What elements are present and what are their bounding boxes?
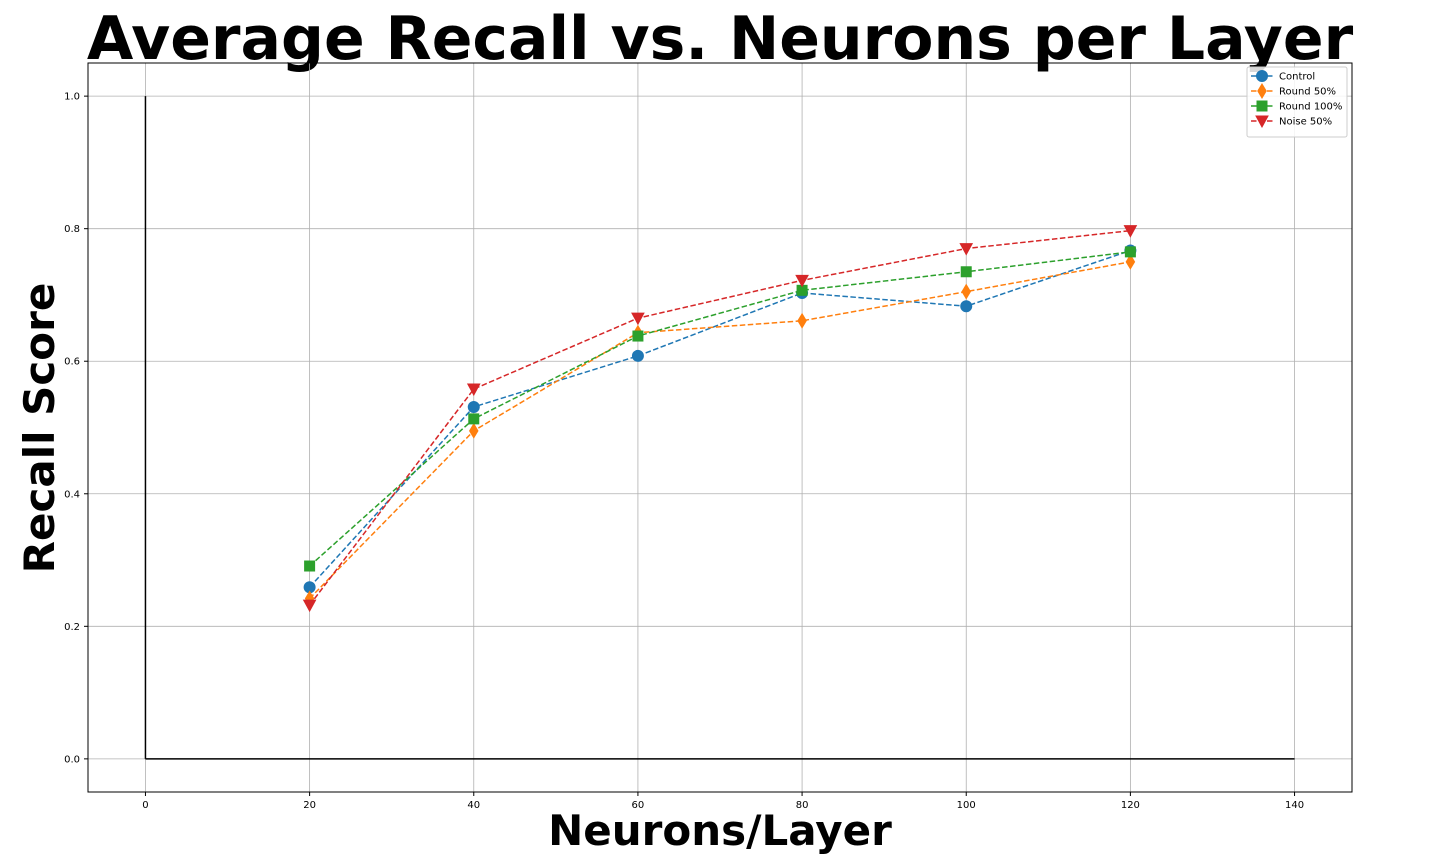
legend-item: Noise 50% [1251,115,1332,129]
x-axis-label: Neurons/Layer [548,806,892,855]
series-round-100 [304,246,1136,572]
legend-item: Control [1251,70,1315,83]
x-tick-label: 40 [467,800,480,811]
x-tick-label: 100 [957,800,976,811]
series-line [309,251,1131,567]
marker-point [959,243,974,256]
legend-box [1246,66,1348,138]
y-tick-label: 1.0 [64,92,80,103]
marker-point [632,330,644,342]
marker-point [302,599,317,613]
series-noise-50 [302,225,1138,613]
series-line [309,229,1131,606]
marker-point [1124,246,1136,258]
legend-label: Noise 50% [1279,117,1332,128]
y-axis-label: Recall Score [15,283,64,574]
marker-point [304,560,316,572]
series [302,225,1138,613]
marker-point [467,400,480,413]
plot-area [87,62,1353,793]
x-tick-label: 140 [1285,800,1304,811]
marker-point [631,312,645,326]
y-tick-label: 0.4 [64,489,80,500]
marker-point [960,266,972,278]
legend-label: Round 100% [1279,102,1342,113]
marker-point [468,422,479,439]
chart-title: Average Recall vs. Neurons per Layer [87,4,1354,74]
marker-point [795,274,809,288]
marker-legend [1255,115,1269,129]
series-line [309,261,1131,600]
marker-point [1125,253,1136,270]
legend-item: Round 50% [1251,83,1336,99]
marker-point [1123,225,1138,238]
y-tick-label: 0.2 [64,622,80,633]
marker-point [961,283,972,300]
x-tick-label: 20 [303,800,316,811]
marker-legend [1256,70,1268,82]
y-tick-label: 0.0 [64,754,80,765]
marker-legend [1257,83,1267,99]
marker-point [468,413,480,425]
marker-point [960,300,973,313]
y-tick-label: 0.6 [64,357,80,368]
marker-point [466,383,481,397]
x-tick-label: 60 [632,800,645,811]
ticks: 0 20 40 60 80 100 120 140 0.0 0.2 0.4 0.6 0.8 1.0 [64,92,1304,811]
legend-label: Round 50% [1279,87,1336,98]
legend-label: Control [1279,72,1315,83]
reference-lines [144,96,1295,760]
x-tick-label: 120 [1121,800,1140,811]
series-line [309,249,1131,588]
x-tick-label: 0 [142,800,148,811]
marker-point [631,349,644,362]
marker-legend [1256,100,1268,112]
x-tick-label: 80 [796,800,809,811]
legend-item: Round 100% [1251,100,1342,113]
legend: Control Round 50% Round 100% Noise 50% [1246,66,1348,138]
marker-point [797,312,807,329]
y-tick-label: 0.8 [64,224,80,235]
